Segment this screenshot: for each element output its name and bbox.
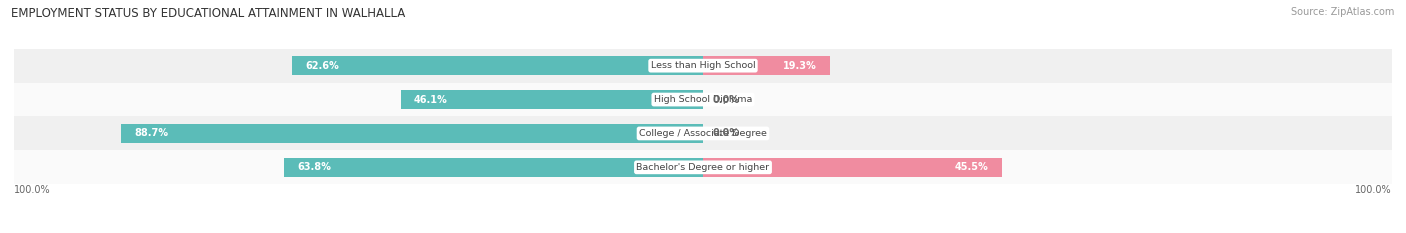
Text: High School Diploma: High School Diploma — [654, 95, 752, 104]
Bar — [121, 124, 703, 143]
Text: College / Associate Degree: College / Associate Degree — [640, 129, 766, 138]
Text: 0.0%: 0.0% — [713, 128, 740, 138]
Bar — [14, 116, 1392, 150]
Text: 63.8%: 63.8% — [298, 162, 332, 172]
Text: Bachelor's Degree or higher: Bachelor's Degree or higher — [637, 163, 769, 172]
Bar — [703, 56, 830, 75]
Text: 100.0%: 100.0% — [1355, 185, 1392, 195]
Text: 0.0%: 0.0% — [713, 95, 740, 105]
Bar — [14, 49, 1392, 83]
Text: 19.3%: 19.3% — [783, 61, 817, 71]
Bar — [284, 158, 703, 177]
Text: 88.7%: 88.7% — [134, 128, 169, 138]
Text: Less than High School: Less than High School — [651, 61, 755, 70]
Text: 62.6%: 62.6% — [305, 61, 339, 71]
Text: 46.1%: 46.1% — [413, 95, 447, 105]
Bar — [14, 150, 1392, 184]
Text: Source: ZipAtlas.com: Source: ZipAtlas.com — [1291, 7, 1395, 17]
Bar — [703, 158, 1001, 177]
Text: 45.5%: 45.5% — [955, 162, 988, 172]
Bar — [401, 90, 703, 109]
Bar — [292, 56, 703, 75]
Text: 100.0%: 100.0% — [14, 185, 51, 195]
Text: EMPLOYMENT STATUS BY EDUCATIONAL ATTAINMENT IN WALHALLA: EMPLOYMENT STATUS BY EDUCATIONAL ATTAINM… — [11, 7, 405, 20]
Bar — [14, 83, 1392, 116]
